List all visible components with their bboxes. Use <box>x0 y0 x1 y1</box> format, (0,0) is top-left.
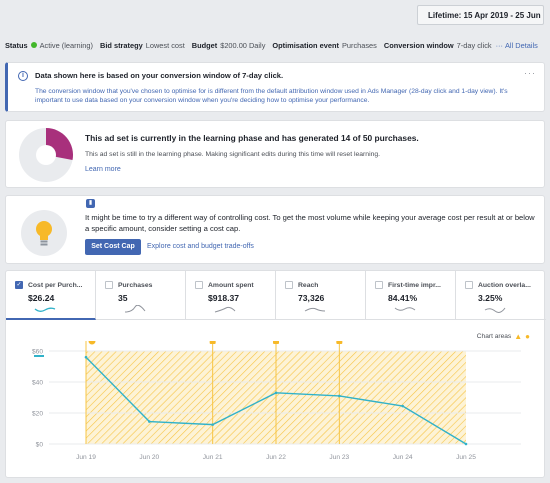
metric-tab-amount-spent[interactable]: Amount spent $918.37 <box>186 271 276 320</box>
banner-title: Data shown here is based on your convers… <box>35 71 284 80</box>
learning-title: This ad set is currently in the learning… <box>85 133 419 143</box>
warning-icon: ▲ <box>514 332 523 341</box>
optimisation-value: Purchases <box>341 40 377 50</box>
conversion-window-label: Conversion window <box>383 40 454 50</box>
set-cost-cap-button[interactable]: Set Cost Cap <box>85 239 141 255</box>
conversion-window-banner: i Data shown here is based on your conve… <box>5 62 545 112</box>
budget-label: Budget <box>191 40 218 50</box>
conversion-window-value: 7-day click <box>456 40 492 50</box>
metric-tab-first-time-impressions[interactable]: First-time impr... 84.41% <box>366 271 456 320</box>
metric-label: Reach <box>298 282 319 289</box>
checkbox-icon[interactable] <box>465 281 473 289</box>
data-point <box>464 442 468 446</box>
cost-cap-card: ▮ It might be time to try a different wa… <box>5 195 545 264</box>
y-tick-label: $60 <box>32 349 43 356</box>
status-value: Active (learning) <box>39 40 93 50</box>
status-label: Status <box>5 40 28 50</box>
event-marker-calendar-icon <box>209 341 216 344</box>
x-tick-label: Jun 21 <box>203 454 223 461</box>
sparkline-icon <box>304 307 326 312</box>
y-tick-label: $20 <box>32 411 43 418</box>
sparkline-icon <box>124 305 146 313</box>
cost-cap-body: It might be time to try a different way … <box>85 213 535 233</box>
data-point <box>84 355 88 359</box>
event-marker-warning-icon <box>88 341 96 345</box>
budget-value: $200.00 Daily <box>220 40 266 50</box>
data-point <box>274 391 278 395</box>
metric-value: 3.25% <box>478 293 503 303</box>
bid-strategy-label: Bid strategy <box>100 40 143 50</box>
status-bar: Status Active (learning) Bid strategy Lo… <box>5 39 545 51</box>
metric-value: 35 <box>118 293 128 303</box>
metric-label: Purchases <box>118 282 153 289</box>
metric-label: Auction overla... <box>478 282 531 289</box>
x-tick-label: Jun 19 <box>76 454 96 461</box>
metric-value: 73,326 <box>298 293 325 303</box>
metric-label: Amount spent <box>208 282 254 289</box>
date-range-label: Lifetime: 15 Apr 2019 - 25 Jun 2019 <box>428 10 543 20</box>
badge-icon: ▮ <box>86 199 95 208</box>
optimisation-label: Optimisation event <box>272 40 339 50</box>
banner-body: The conversion window that you've chosen… <box>35 88 508 104</box>
sparkline-icon <box>484 307 506 313</box>
info-icon: i <box>18 71 28 81</box>
bid-strategy-value: Lowest cost <box>145 40 185 50</box>
x-tick-label: Jun 25 <box>456 454 476 461</box>
y-tick-label: $40 <box>32 380 43 387</box>
chart-areas-toggle[interactable]: Chart areas ▲ ● <box>477 332 530 341</box>
metric-label: First-time impr... <box>388 282 441 289</box>
performance-chart-card: ✓ Cost per Purch... $26.24 Purchases 35 … <box>5 270 546 478</box>
learn-more-link[interactable]: Learn more <box>85 166 121 173</box>
data-point <box>401 404 404 408</box>
sparkline-icon <box>394 307 416 311</box>
banner-more-icon[interactable]: ··· <box>524 68 536 78</box>
learning-phase-card: This ad set is currently in the learning… <box>5 120 545 188</box>
learning-body: This ad set is still in the learning pha… <box>85 151 381 158</box>
metric-value: $918.37 <box>208 293 240 303</box>
top-bar: Lifetime: 15 Apr 2019 - 25 Jun 2019 <box>0 0 550 33</box>
metric-value: 84.41% <box>388 293 418 303</box>
checkbox-icon[interactable] <box>195 281 203 289</box>
sparkline-icon <box>34 307 56 312</box>
metric-tab-cost-per-purchase[interactable]: ✓ Cost per Purch... $26.24 <box>6 271 96 320</box>
metric-tabs: ✓ Cost per Purch... $26.24 Purchases 35 … <box>6 271 546 320</box>
checkbox-icon[interactable] <box>375 281 383 289</box>
date-range-button[interactable]: Lifetime: 15 Apr 2019 - 25 Jun 2019 <box>417 5 544 25</box>
metric-tab-reach[interactable]: Reach 73,326 <box>276 271 366 320</box>
bulb-small-icon: ● <box>525 332 530 341</box>
status-dot-icon <box>30 42 37 48</box>
data-point <box>338 394 341 398</box>
sparkline-icon <box>214 306 236 313</box>
event-marker-calendar-icon <box>273 341 279 344</box>
metric-tab-auction-overlap[interactable]: Auction overla... 3.25% <box>456 271 546 320</box>
checkbox-checked-icon[interactable]: ✓ <box>15 281 23 289</box>
x-tick-label: Jun 24 <box>393 454 413 461</box>
lightbulb-icon <box>21 210 67 256</box>
checkbox-icon[interactable] <box>285 281 293 289</box>
chart-areas-label: Chart areas <box>476 333 512 340</box>
x-tick-label: Jun 23 <box>329 454 349 461</box>
data-point <box>148 420 151 423</box>
x-tick-label: Jun 22 <box>266 454 286 461</box>
x-tick-label: Jun 20 <box>139 454 159 461</box>
explore-trade-offs-link[interactable]: Explore cost and budget trade-offs <box>147 243 254 250</box>
metric-label: Cost per Purch... <box>28 282 83 289</box>
checkbox-icon[interactable] <box>105 281 113 289</box>
metric-tab-purchases[interactable]: Purchases 35 <box>96 271 186 320</box>
line-chart: $0 $20 $40 $60 Jun 19 Jun 20 Jun 21 Jun 22 Jun 2… <box>32 341 521 461</box>
data-point <box>211 423 214 426</box>
all-details-link[interactable]: All Details <box>504 40 538 50</box>
learning-progress-donut <box>19 128 73 182</box>
metric-value: $26.24 <box>28 293 55 303</box>
series-legend-swatch <box>34 355 44 357</box>
event-marker-calendar-icon <box>336 341 343 344</box>
y-tick-label: $0 <box>36 442 44 449</box>
more-icon: ··· <box>495 40 503 50</box>
